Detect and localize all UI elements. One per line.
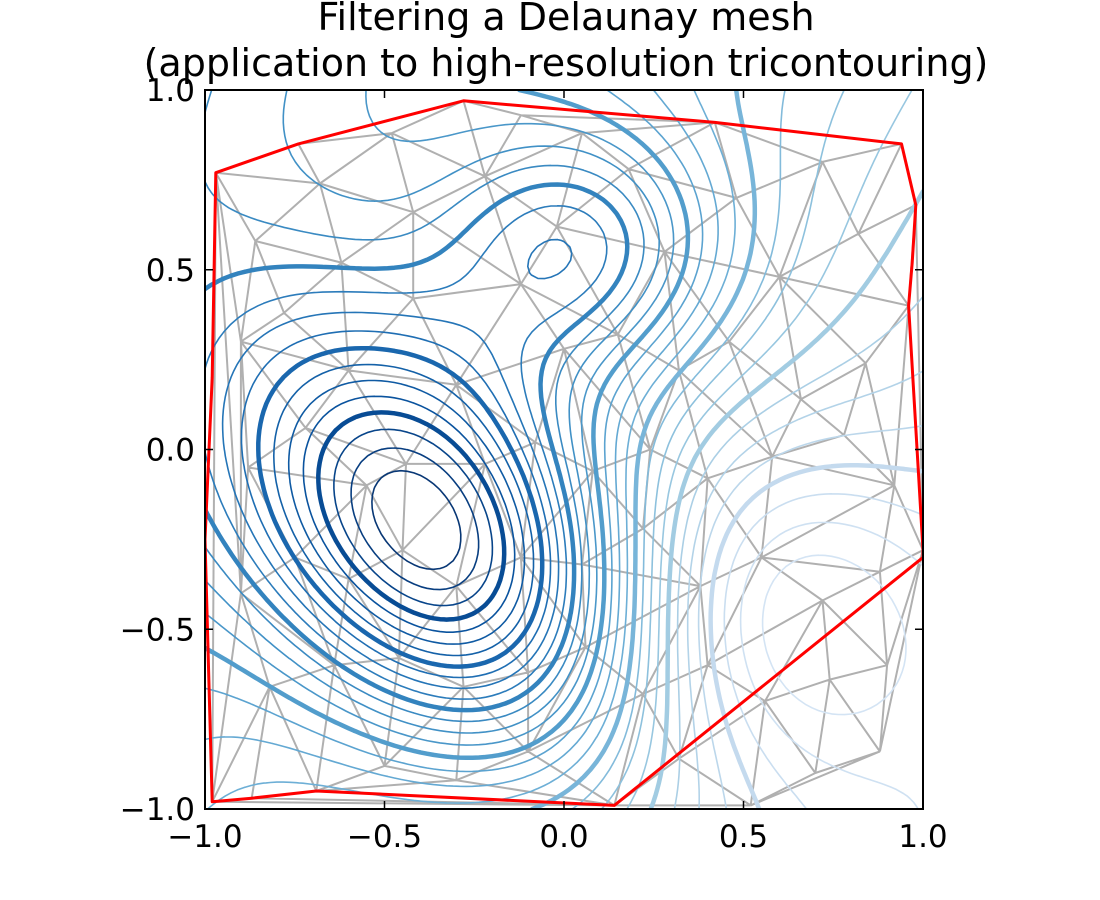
contour-line: [205, 90, 704, 773]
contour-line: [221, 238, 573, 690]
contour-line: [205, 90, 660, 734]
contour-line: [206, 90, 736, 809]
masked-edge-path: [205, 99, 923, 807]
contour-line: [205, 90, 719, 788]
x-tick-label: 0.5: [719, 819, 768, 855]
contour-line: [287, 379, 526, 645]
contour-line: [697, 424, 923, 809]
contour-line: [333, 428, 494, 607]
contour-line: [571, 90, 786, 809]
contour-line-bold: [648, 189, 923, 809]
contour-line: [302, 395, 516, 633]
chart-subtitle: (application to high-resolution triconto…: [144, 41, 989, 85]
triangulation-mesh: [211, 99, 923, 807]
contour-line: [205, 90, 645, 723]
contour-line-bold: [256, 345, 545, 669]
contour-line: [350, 447, 480, 591]
x-tick-label: −1.0: [167, 819, 242, 855]
contour-line-bold: [205, 90, 691, 761]
y-axis: −1.0 −0.5 0.0 0.5 1.0: [120, 73, 923, 828]
contour-line-bold: [529, 90, 758, 809]
masked-boundary-edges: [205, 99, 923, 807]
contour-line: [205, 205, 608, 700]
x-axis: −1.0 −0.5 0.0 0.5 1.0: [167, 90, 948, 855]
contour-line: [273, 363, 535, 657]
chart-title: Filtering a Delaunay mesh: [317, 0, 814, 39]
y-tick-label: 0.5: [146, 253, 195, 289]
contour-line: [626, 90, 913, 809]
y-tick-label: 0.0: [146, 433, 195, 469]
contour-line-bold: [316, 410, 507, 622]
contour-line: [739, 521, 923, 809]
y-tick-label: −0.5: [120, 612, 195, 648]
contour-line: [686, 370, 923, 809]
contour-line: [673, 295, 923, 809]
contour-line: [240, 330, 552, 679]
contour-line-bold: [708, 463, 923, 809]
x-tick-label: 0.0: [539, 819, 588, 855]
contour-line-bold: [205, 182, 630, 713]
contour-lines: [205, 90, 923, 809]
contour-line: [205, 90, 675, 746]
y-tick-label: 1.0: [146, 73, 195, 109]
plot-area: [205, 90, 923, 809]
contour-line: [371, 469, 462, 571]
x-tick-label: −0.5: [347, 819, 422, 855]
x-tick-label: 1.0: [898, 819, 947, 855]
mesh-edges: [211, 99, 923, 807]
y-tick-label: −1.0: [120, 792, 195, 828]
